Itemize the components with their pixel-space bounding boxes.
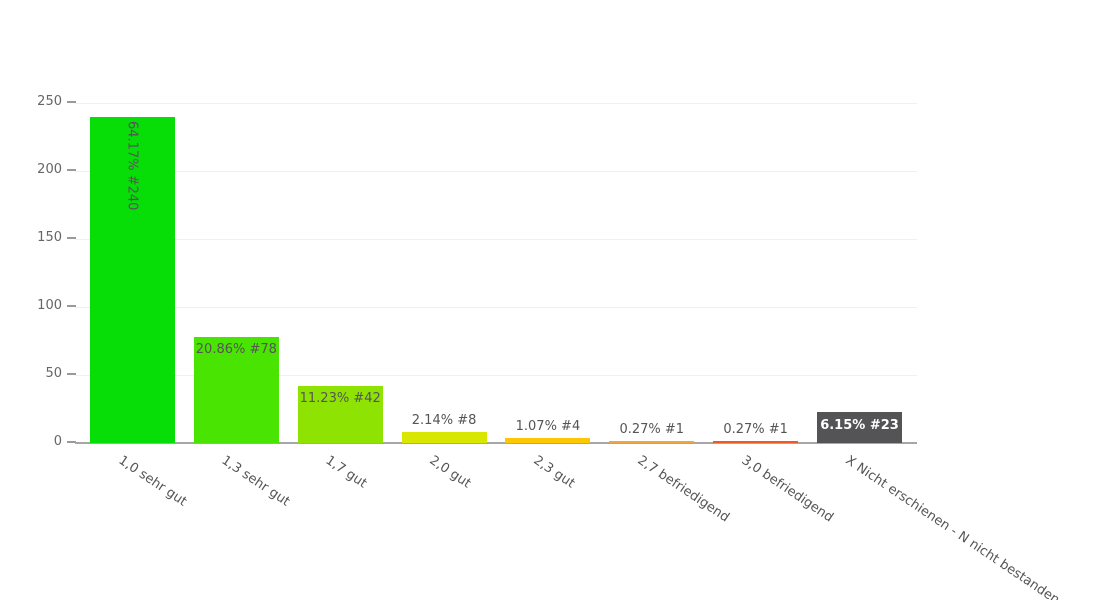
x-axis-category-label: 2,0 gut (426, 453, 474, 492)
y-tick-mark (67, 304, 76, 307)
bar-value-label: 6.15% #23 (820, 417, 899, 433)
y-tick-label: 150 (37, 230, 62, 245)
y-tick-label: 50 (45, 366, 62, 381)
gridline-100 (75, 306, 917, 308)
y-tick-label: 100 (37, 298, 62, 313)
y-tick-mark (67, 372, 76, 375)
x-axis-line (75, 442, 917, 444)
bar-value-label: 0.27% #1 (723, 422, 788, 437)
y-axis-tick-0: 0 (28, 434, 76, 449)
y-tick-mark (67, 440, 76, 443)
y-tick-mark (67, 100, 76, 103)
gridline-250 (75, 102, 917, 104)
y-axis-tick-50: 50 (28, 366, 76, 381)
bar-x-nicht-erschienen-n-nicht-bestanden[interactable] (817, 411, 902, 443)
x-axis-category-label: X Nicht erschienen - N nicht bestanden (842, 453, 1062, 600)
bar-value-label: 64.17% #240 (124, 120, 140, 211)
bar-value-label: 2.14% #8 (411, 413, 477, 429)
gridline-150 (75, 238, 917, 240)
gridline-50 (75, 374, 917, 376)
bar-1-3-sehr-gut[interactable] (193, 336, 279, 443)
bar-3-0-befriedigend[interactable] (713, 441, 799, 443)
bar-value-label: 11.23% #42 (299, 390, 381, 406)
y-tick-mark (67, 168, 76, 171)
bar-1-0-sehr-gut[interactable] (90, 116, 175, 443)
x-axis-category-label: 1,7 gut (322, 453, 370, 492)
y-axis-tick-250: 250 (28, 94, 76, 109)
y-axis-tick-100: 100 (28, 298, 76, 313)
x-axis-category-label: 2,7 befriedigend (634, 453, 732, 526)
y-axis-tick-200: 200 (28, 162, 76, 177)
gridline-200 (75, 170, 917, 172)
bar-2-3-gut[interactable] (505, 437, 591, 443)
y-tick-label: 0 (53, 434, 62, 449)
bar-value-label: 0.27% #1 (619, 422, 685, 437)
bar-value-label: 1.07% #4 (515, 418, 581, 434)
y-tick-mark (67, 236, 76, 239)
x-axis-category-label: 1,3 sehr gut (218, 453, 293, 510)
bar-1-7-gut[interactable] (297, 385, 383, 443)
x-axis-category-label: 2,3 gut (530, 453, 578, 492)
bar-2-7-befriedigend[interactable] (609, 441, 695, 443)
x-axis-category-label: 1,0 sehr gut (115, 453, 189, 510)
y-tick-label: 250 (37, 94, 62, 109)
x-axis-category-label: 3,0 befriedigend (738, 453, 836, 526)
y-axis-tick-150: 150 (28, 230, 76, 245)
bar-2-0-gut[interactable] (401, 432, 487, 443)
y-tick-label: 200 (37, 162, 62, 177)
bar-value-label: 20.86% #78 (195, 341, 277, 357)
